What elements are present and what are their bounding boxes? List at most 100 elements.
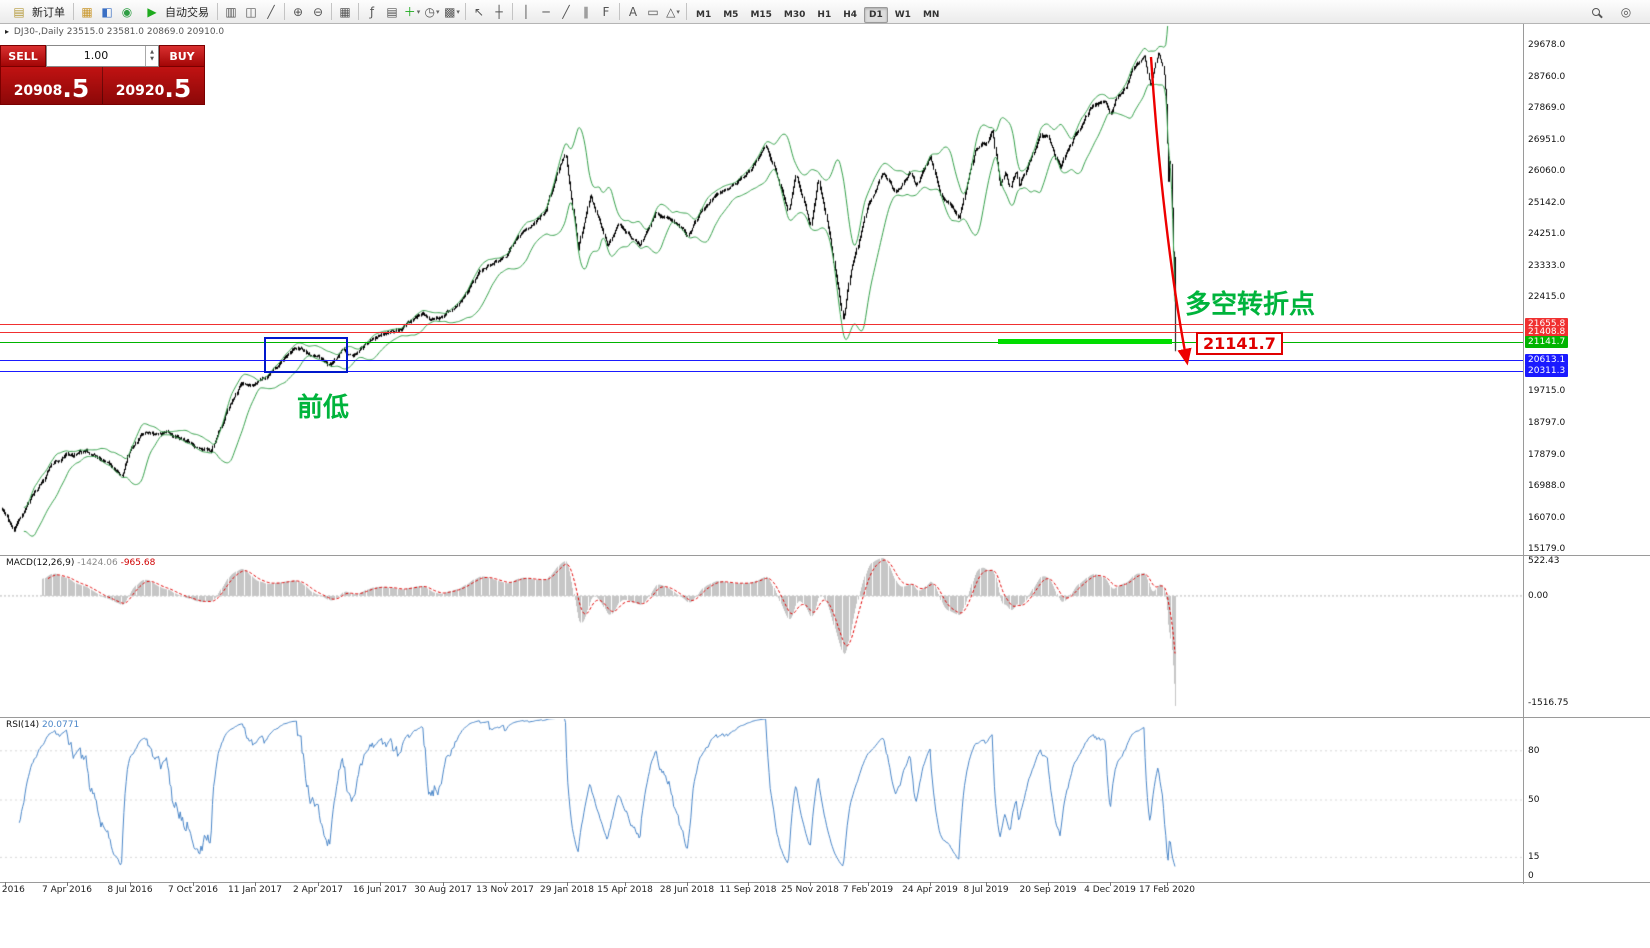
vertical-line-icon[interactable]: │ [522,4,530,19]
date-tick [193,882,194,886]
toolbar: ▤ 新订单 ▦ ◧ ◉ ▶ 自动交易 ▥ ◫ ╱ ⊕ ⊖ ▦ ƒ ▤ ＋ ▾ ◷ ▾… [0,0,1650,24]
price-badge-21408.8: 21408.8 [1525,326,1569,339]
sell-price-main: 20908 [13,82,63,99]
macd-splitter[interactable] [0,555,1650,556]
toolbar-separator [284,3,285,20]
profiles-icon[interactable]: ◧ [101,4,113,19]
rsi-name: RSI(14) [6,720,40,730]
volume-input[interactable]: 1.00 ▲ ▼ [46,45,159,67]
search-icon[interactable] [1587,3,1605,21]
date-label: 17 Feb 2020 [1138,885,1196,895]
candlestick-chart-icon[interactable]: ◫ [245,4,257,19]
horizontal-line-icon[interactable]: ─ [542,4,550,19]
autotrading-button[interactable]: ▶ 自动交易 [137,2,214,22]
sell-price[interactable]: 20908 .5 [1,67,102,104]
date-tick [255,882,256,886]
price-axis-label: 22415.0 [1528,292,1566,303]
timeframe-m15[interactable]: M15 [750,10,772,20]
support-highlight-bar[interactable] [998,339,1172,344]
market-watch-icon[interactable]: ▦ [81,4,93,19]
previous-low-box[interactable] [264,337,348,373]
zoom-out-icon[interactable]: ⊖ [312,4,324,19]
autotrading-icon: ▶ [147,4,157,19]
indicator-windows-icon[interactable]: ▤ [386,4,398,19]
trendline-icon[interactable]: ╱ [562,4,570,19]
timeframe-m30[interactable]: M30 [783,10,806,20]
rsi-splitter[interactable] [0,717,1650,718]
navigator-icon[interactable]: ◉ [121,4,133,19]
toolbar-separator [465,3,466,20]
date-tick [1110,882,1111,886]
timeframe-group: M1 M5 M15 M30 H1 H4 D1 W1 MN [690,2,945,23]
timeframe-m5[interactable]: M5 [723,10,739,20]
community-icon[interactable]: ◎ [1620,4,1632,19]
timeframe-m1[interactable]: M1 [696,10,712,20]
buy-button[interactable]: BUY [159,45,205,67]
date-label: 30 Aug 2017 [414,885,472,895]
buy-price-main: 20920 [115,82,165,99]
tile-windows-icon[interactable]: ▦ [339,4,351,19]
date-tick [443,882,444,886]
price-axis-label: 28760.0 [1528,71,1566,82]
toolbar-separator [358,3,359,20]
date-label: Jan 2016 [0,885,25,895]
date-label: 7 Oct 2016 [168,885,218,895]
date-label: 29 Jan 2018 [540,885,594,895]
price-badge-20613.1: 20613.1 [1525,354,1569,367]
date-tick [748,882,749,886]
macd-label: MACD(12,26,9) -1424.06 -965.68 [6,558,155,568]
rsi-label: RSI(14) 20.0771 [6,720,79,730]
previous-low-text[interactable]: 前低 [297,393,350,423]
new-order-button[interactable]: ▤ 新订单 [4,2,70,22]
add-indicator-icon[interactable]: ＋ ▾ [403,5,421,19]
date-label: 24 Apr 2019 [902,885,958,895]
date-tick [130,882,131,886]
rsi-axis-label: 0 [1528,871,1534,881]
date-tick [5,882,6,886]
price-axis-border [1523,24,1524,884]
crosshair-icon[interactable]: ┼ [495,4,503,19]
indicators-icon[interactable]: ƒ [369,4,375,19]
price-axis-label: 19715.0 [1528,386,1566,397]
date-label: 25 Nov 2018 [781,885,839,895]
date-tick [930,882,931,886]
turning-point-text[interactable]: 多空转折点 [1185,290,1316,320]
line-chart-icon[interactable]: ╱ [267,4,275,19]
volume-up-icon[interactable]: ▲ [150,49,154,55]
date-label: 8 Jul 2019 [963,885,1009,895]
symbol-marker-icon: ▸ [5,27,10,36]
date-label: 7 Apr 2016 [42,885,92,895]
macd-signal-value: -965.68 [120,558,156,568]
bar-chart-icon[interactable]: ▥ [225,4,237,19]
channel-icon[interactable]: ∥ [583,4,589,19]
price-axis-label: 29678.0 [1528,40,1566,50]
periods-icon[interactable]: ◷ ▾ [424,4,440,19]
timeframe-mn[interactable]: MN [922,10,940,20]
text-icon[interactable]: A [628,4,638,19]
fibonacci-icon[interactable]: F [602,4,610,19]
date-label: 28 Jun 2018 [659,885,715,895]
date-label: 13 Nov 2017 [476,885,534,895]
buy-price[interactable]: 20920 .5 [102,67,204,104]
toolbar-separator [331,3,332,20]
price-tag-21141[interactable]: 21141.7 [1196,332,1283,355]
timeframe-d1[interactable]: D1 [864,7,888,23]
chart-canvas[interactable] [0,0,1523,948]
volume-value[interactable]: 1.00 [83,49,109,62]
timeframe-h1[interactable]: H1 [817,10,832,20]
timeframe-h4[interactable]: H4 [843,10,857,20]
sell-button[interactable]: SELL [0,45,46,67]
text-label-icon[interactable]: ▭ [647,4,659,19]
cursor-icon[interactable]: ↖ [473,4,485,19]
timeframe-w1[interactable]: W1 [894,10,911,20]
volume-down-icon[interactable]: ▼ [150,56,154,62]
date-tick [505,882,506,886]
zoom-in-icon[interactable]: ⊕ [292,4,304,19]
shapes-icon[interactable]: △ ▾ [666,4,680,19]
price-axis[interactable]: 29678.0 28760.0 27869.0 26951.0 26060.0 25142… [1524,0,1650,948]
templates-icon[interactable]: ▩ ▾ [444,4,460,19]
date-tick [380,882,381,886]
date-label: 2 Apr 2017 [293,885,343,895]
volume-stepper[interactable]: ▲ ▼ [145,46,158,66]
